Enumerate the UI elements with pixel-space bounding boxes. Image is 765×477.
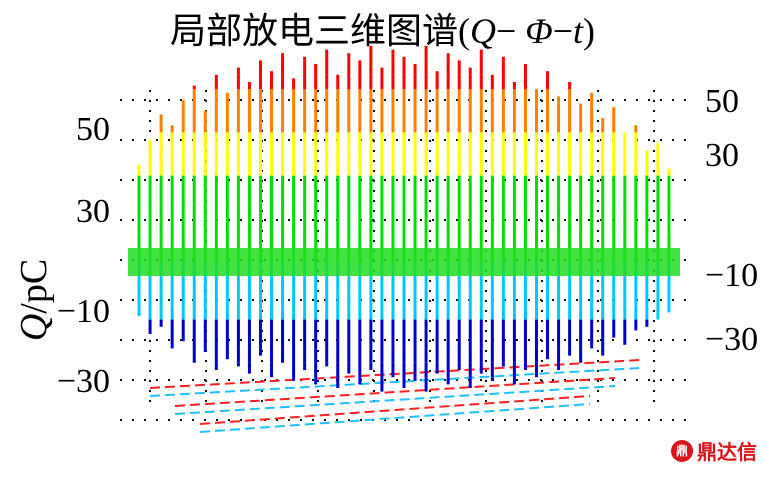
left-tick-label: −30 [57,363,110,400]
title-main: 局部放电三维图谱( [169,11,470,51]
title-t: t [573,11,584,51]
right-tick-label: −10 [705,257,758,294]
title-q: Q [469,11,496,51]
left-tick-label: −10 [57,293,110,330]
floor-line [199,395,591,425]
chart-title: 局部放电三维图谱(Q− Φ−t) [0,2,765,54]
watermark: 鼎 鼎达信 [671,436,757,465]
left-axis-ticks: 50 30 −10 −30 [57,111,110,400]
z-axis-label: Q/pC [13,259,55,341]
right-tick-label: −30 [705,321,758,358]
floor-line [199,403,591,433]
title-phi: Φ [525,11,553,51]
spike-series [137,46,671,392]
title-end: ) [583,11,596,51]
floor-line [149,367,641,397]
baseline-band-rect [128,248,680,276]
floor-line [149,359,641,389]
watermark-logo-icon: 鼎 [671,439,693,462]
left-tick-label: 30 [76,193,110,230]
floor-lines [149,359,641,433]
floor-line [174,385,616,415]
title-sep2: − [552,11,573,51]
floor-line [174,377,616,407]
title-sep1: − [495,11,526,51]
left-tick-label: 50 [76,111,110,148]
right-tick-label: 50 [705,83,739,120]
right-axis-ticks: 50 30 −10 −30 [705,83,758,358]
baseline-band [128,248,680,276]
watermark-text: 鼎达信 [697,440,757,464]
right-tick-label: 30 [705,137,739,174]
